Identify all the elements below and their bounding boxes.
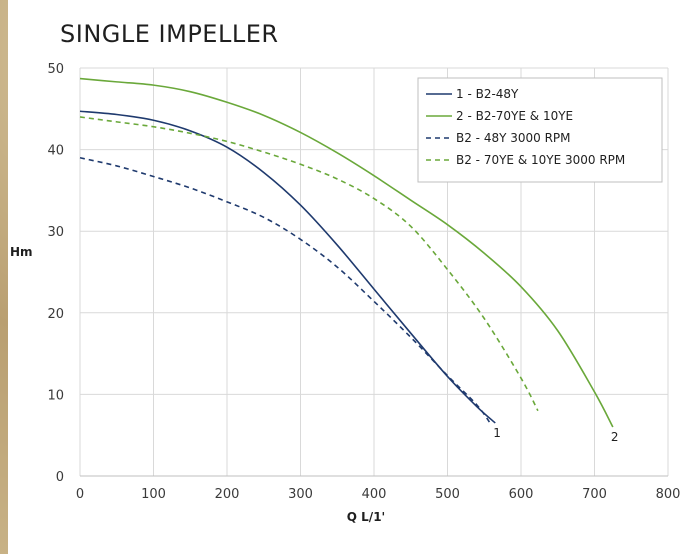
x-tick-label: 400 <box>362 487 387 502</box>
x-axis-title: Q L/1' <box>347 510 385 524</box>
x-tick-label: 0 <box>76 487 84 502</box>
legend-entry: 1 - B2-48Y <box>456 87 519 101</box>
y-tick-label: 0 <box>56 470 64 485</box>
x-tick-label: 200 <box>215 487 240 502</box>
x-tick-label: 600 <box>509 487 534 502</box>
y-tick-label: 20 <box>47 307 64 322</box>
series-line-2 <box>79 77 614 428</box>
x-tick-label: 300 <box>288 487 313 502</box>
legend-entry: B2 - 48Y 3000 RPM <box>456 131 571 145</box>
y-tick-label: 10 <box>47 388 64 403</box>
series-end-label: 1 <box>493 426 501 440</box>
x-tick-label: 500 <box>435 487 460 502</box>
legend-entry: 2 - B2-70YE & 10YE <box>456 109 573 123</box>
y-tick-label: 50 <box>47 62 64 77</box>
y-tick-label: 40 <box>47 144 64 159</box>
legend-entry: B2 - 70YE & 10YE 3000 RPM <box>456 153 625 167</box>
x-tick-label: 100 <box>141 487 166 502</box>
x-tick-label: 800 <box>656 487 681 502</box>
series-line-1 <box>79 110 496 424</box>
chart-title: SINGLE IMPELLER <box>60 20 279 48</box>
series-line-3 <box>79 156 493 426</box>
y-axis-title: Hm <box>10 245 33 259</box>
x-tick-label: 700 <box>582 487 607 502</box>
legend-box <box>417 77 663 183</box>
series-end-label: 2 <box>611 430 619 444</box>
series-line-4 <box>79 116 539 412</box>
y-tick-label: 30 <box>47 225 64 240</box>
